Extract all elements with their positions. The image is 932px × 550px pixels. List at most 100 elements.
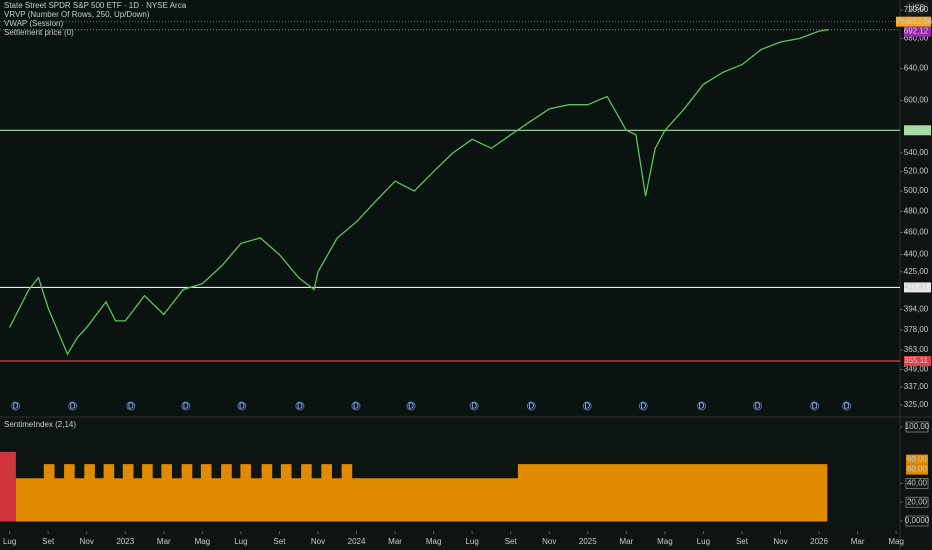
- y-tick-label: 720,00: [904, 5, 929, 14]
- y-tick-label: 520,00: [904, 167, 929, 176]
- y-tick-label: 480,00: [904, 206, 929, 215]
- event-marker: [406, 401, 416, 411]
- price-label-box: [904, 125, 931, 136]
- y-tick-label: 337,00: [904, 382, 929, 391]
- y-tick-label: 378,00: [904, 325, 929, 334]
- indicator-label: Settlement price (0): [4, 28, 74, 37]
- event-marker: [842, 401, 852, 411]
- y-tick-label: 394,00: [904, 305, 929, 314]
- event-marker: [68, 401, 78, 411]
- x-tick-label: Set: [273, 537, 286, 546]
- y-tick-label: 20,00: [907, 497, 928, 506]
- price-line-series: [9, 28, 829, 356]
- value-label: 60,00: [907, 455, 928, 464]
- x-tick-label: Lug: [697, 537, 710, 546]
- event-marker: [126, 401, 136, 411]
- event-label: D: [353, 402, 359, 411]
- y-tick-label: 540,00: [904, 148, 929, 157]
- x-tick-label: Lug: [3, 537, 16, 546]
- y-tick-label: 40,00: [907, 479, 928, 488]
- y-tick-label: 600,00: [904, 96, 929, 105]
- y-tick-label: 0,0000: [905, 516, 930, 525]
- x-tick-label: 2023: [116, 537, 134, 546]
- value-label-box: [906, 454, 928, 465]
- x-tick-label: Mag: [657, 537, 673, 546]
- y-tick-label: 100,00: [905, 422, 930, 431]
- event-marker: [351, 401, 361, 411]
- event-marker: [810, 401, 820, 411]
- x-tick-label: Nov: [773, 537, 787, 546]
- event-label: D: [471, 402, 477, 411]
- x-tick-label: Nov: [311, 537, 325, 546]
- x-tick-label: Mag: [195, 537, 211, 546]
- header-title: State Street SPDR S&P 500 ETF · 1D · NYS…: [4, 1, 187, 10]
- x-tick-label: Mag: [888, 537, 904, 546]
- x-tick-label: Mar: [619, 537, 633, 546]
- price-label: 692,12: [904, 27, 929, 36]
- x-tick-label: Set: [736, 537, 749, 546]
- currency[interactable]: USD: [909, 4, 926, 13]
- indicator-title: SentimeIndex (2,14): [4, 420, 76, 429]
- event-marker: [753, 401, 763, 411]
- y-tick-label: 363,00: [904, 345, 929, 354]
- event-label: D: [239, 402, 245, 411]
- event-marker: [295, 401, 305, 411]
- y-tick-label: 460,00: [904, 228, 929, 237]
- event-label: D: [297, 402, 303, 411]
- indicator-area: [0, 451, 16, 522]
- y-tick-label: 349,00: [904, 365, 929, 374]
- event-label: D: [844, 402, 850, 411]
- event-marker: [469, 401, 479, 411]
- event-marker: [696, 401, 706, 411]
- y-tick-label: 680,00: [904, 33, 929, 42]
- event-label: D: [640, 402, 646, 411]
- x-tick-label: Mar: [851, 537, 865, 546]
- value-label-box: [906, 464, 928, 475]
- price-label: 411,81: [904, 283, 928, 292]
- event-label: D: [408, 402, 414, 411]
- event-label: D: [128, 402, 134, 411]
- premarket-tag: Pre: [896, 17, 909, 26]
- premarket-tag-box: [896, 16, 909, 27]
- x-tick-label: 2024: [348, 537, 366, 546]
- event-marker: [237, 401, 247, 411]
- price-label-box: [909, 16, 931, 27]
- price-label: 355,11: [904, 356, 928, 365]
- event-label: D: [528, 402, 534, 411]
- event-label: D: [699, 402, 705, 411]
- x-tick-label: Lug: [465, 537, 478, 546]
- y-tick-label: 325,00: [904, 400, 929, 409]
- y-tick-label: 425,00: [904, 267, 929, 276]
- x-tick-label: Nov: [80, 537, 94, 546]
- event-marker: [11, 401, 21, 411]
- x-tick-label: Mag: [426, 537, 442, 546]
- y-tick-box: [905, 478, 929, 489]
- x-tick-label: Mar: [388, 537, 402, 546]
- value-label: 60,00: [907, 465, 928, 474]
- currency-box[interactable]: [906, 2, 928, 14]
- price-label-box: [904, 282, 931, 293]
- event-marker: [638, 401, 648, 411]
- y-tick-label: 440,00: [904, 250, 929, 259]
- y-tick-box: [905, 515, 929, 527]
- x-tick-label: 2025: [579, 537, 597, 546]
- price-pane: [0, 0, 900, 415]
- x-tick-label: 2026: [810, 537, 828, 546]
- price-label: 692,06: [908, 17, 932, 26]
- x-tick-label: Nov: [542, 537, 556, 546]
- x-tick-label: Set: [42, 537, 55, 546]
- event-label: D: [755, 402, 761, 411]
- indicator-area: [7, 464, 828, 522]
- y-tick-label: 640,00: [904, 64, 929, 73]
- y-tick-box: [905, 421, 929, 433]
- event-label: D: [70, 402, 76, 411]
- event-label: D: [812, 402, 818, 411]
- event-marker: [582, 401, 592, 411]
- price-label: 565,11: [904, 125, 928, 134]
- event-label: D: [183, 402, 189, 411]
- y-tick-label: 500,00: [904, 186, 929, 195]
- event-label: D: [13, 402, 19, 411]
- indicator-label: VRVP (Number Of Rows, 250, Up/Down): [4, 10, 150, 19]
- x-tick-label: Lug: [234, 537, 247, 546]
